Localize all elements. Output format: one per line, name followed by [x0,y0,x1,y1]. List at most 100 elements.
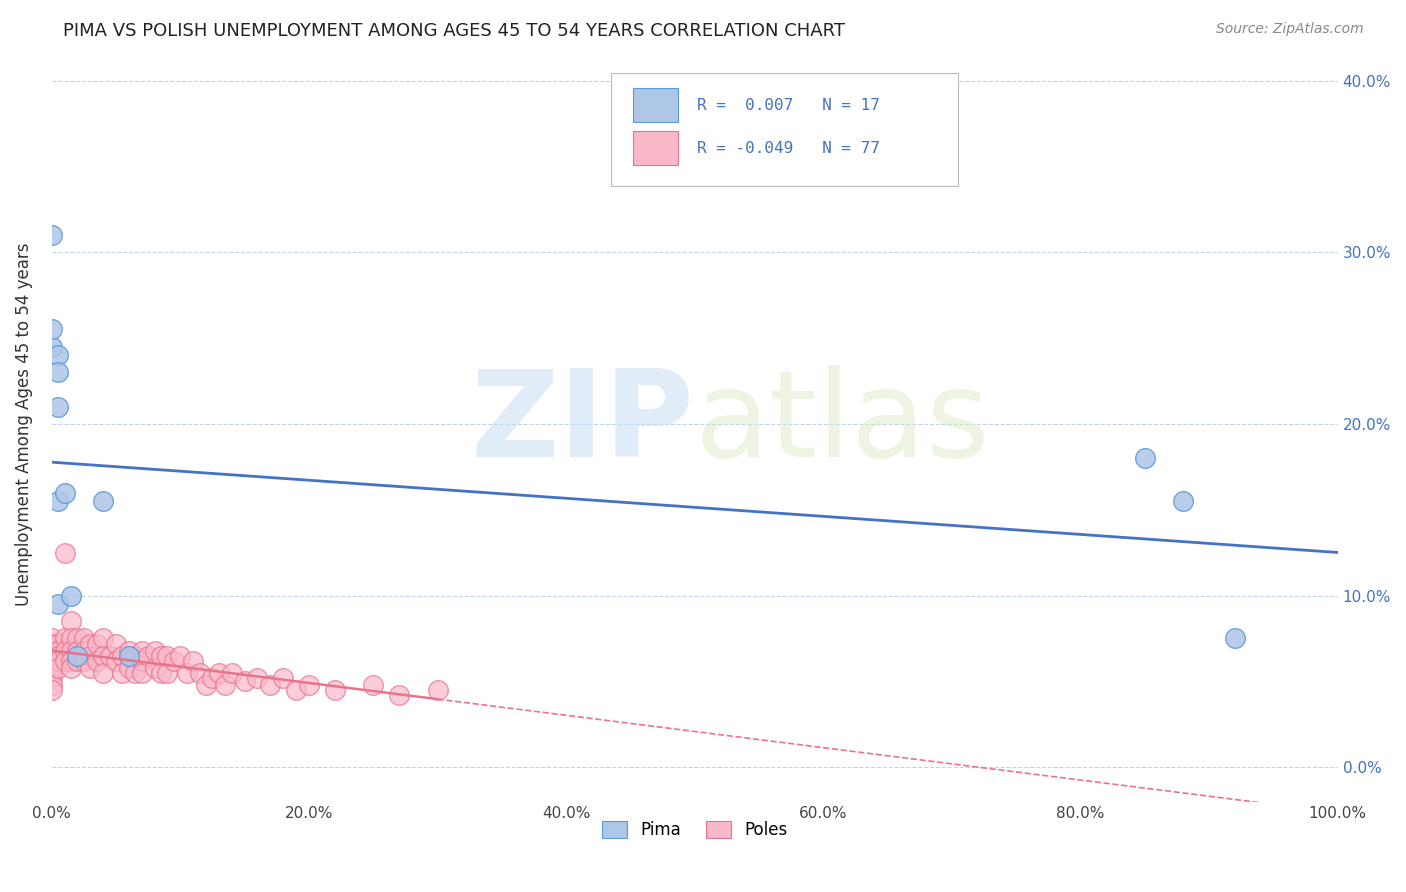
Point [60,643,83,657]
Point [169,648,191,663]
Point [53,546,76,560]
Point [60,661,83,675]
Point [53,643,76,657]
Point [118,661,141,675]
Point [221,665,243,680]
Point [66,643,89,657]
Point [111,648,134,663]
Point [163,654,186,668]
Point [41,654,63,668]
Point [46,365,69,379]
Point [41,678,63,692]
Point [323,683,346,698]
Point [46,654,69,668]
Point [46,643,69,657]
Point [91,494,114,508]
Point [143,661,166,675]
Point [73,632,96,646]
Text: atlas: atlas [695,366,990,483]
Point [271,671,294,685]
Point [41,637,63,651]
Point [60,615,83,629]
Point [60,632,83,646]
Text: R =  0.007   N = 17: R = 0.007 N = 17 [697,97,880,112]
Point [426,683,449,698]
Point [46,348,69,362]
Point [73,643,96,657]
FancyBboxPatch shape [633,88,678,122]
Point [131,665,153,680]
Text: PIMA VS POLISH UNEMPLOYMENT AMONG AGES 45 TO 54 YEARS CORRELATION CHART: PIMA VS POLISH UNEMPLOYMENT AMONG AGES 4… [63,22,845,40]
Point [156,665,179,680]
Point [1173,494,1195,508]
Point [156,648,179,663]
Point [46,661,69,675]
Point [214,678,236,692]
Point [66,654,89,668]
Point [105,654,128,668]
Point [208,665,231,680]
Point [118,648,141,663]
FancyBboxPatch shape [612,72,959,186]
Point [46,400,69,414]
Point [66,648,89,663]
Point [46,597,69,611]
Point [91,648,114,663]
Point [124,665,146,680]
Point [79,661,101,675]
Point [41,643,63,657]
Point [195,678,218,692]
Text: ZIP: ZIP [471,366,695,483]
Point [86,654,108,668]
Point [111,665,134,680]
Point [136,648,159,663]
Point [105,637,128,651]
Point [41,671,63,685]
Point [188,665,211,680]
Point [41,665,63,680]
Point [131,643,153,657]
Point [118,643,141,657]
Point [298,678,321,692]
Point [233,674,256,689]
Point [124,648,146,663]
Point [60,654,83,668]
Point [66,632,89,646]
Point [53,632,76,646]
Text: Source: ZipAtlas.com: Source: ZipAtlas.com [1216,22,1364,37]
Point [41,683,63,698]
Point [41,228,63,243]
Point [1133,451,1156,466]
Point [150,648,173,663]
Point [41,661,63,675]
Point [46,637,69,651]
Point [91,632,114,646]
Y-axis label: Unemployment Among Ages 45 to 54 years: Unemployment Among Ages 45 to 54 years [15,242,32,606]
Point [41,632,63,646]
Point [259,678,281,692]
Point [79,637,101,651]
Point [246,671,269,685]
Point [98,648,121,663]
Point [176,665,198,680]
Point [53,654,76,668]
Point [41,322,63,336]
Point [285,683,308,698]
Text: R = -0.049   N = 77: R = -0.049 N = 77 [697,141,880,156]
Point [361,678,384,692]
Point [143,643,166,657]
Point [53,485,76,500]
Point [86,637,108,651]
Point [1223,632,1246,646]
Point [79,648,101,663]
Point [131,654,153,668]
Point [201,671,224,685]
Point [46,494,69,508]
Point [388,688,411,702]
Point [41,648,63,663]
Point [73,654,96,668]
FancyBboxPatch shape [633,131,678,165]
Legend: Pima, Poles: Pima, Poles [595,814,794,847]
Point [46,648,69,663]
Point [181,654,204,668]
